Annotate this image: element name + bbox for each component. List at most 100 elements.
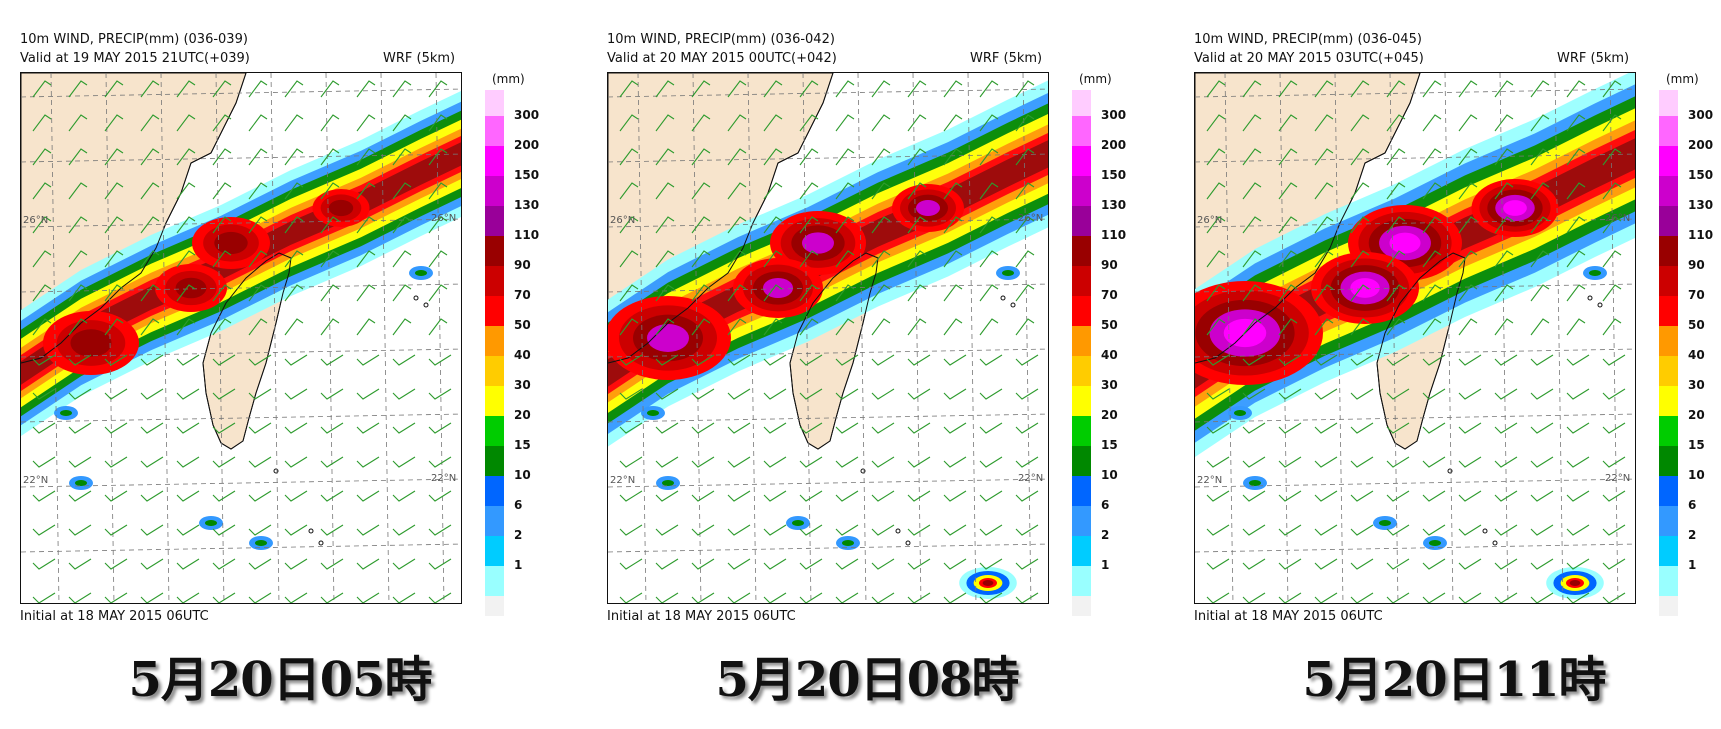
wind-barb (1530, 456, 1554, 468)
wind-barb (284, 456, 308, 468)
colorbar-label: 20 (514, 408, 531, 422)
grid-parallel (1195, 543, 1635, 553)
colorbar-swatch (1659, 536, 1678, 566)
wind-barb (284, 250, 304, 268)
precip-map-svg (21, 73, 461, 603)
wind-barb (1242, 182, 1262, 200)
wind-barb (1015, 558, 1039, 570)
colorbar-swatch (485, 356, 504, 386)
wind-barb (1494, 592, 1518, 603)
wind-barb (907, 558, 931, 570)
wind-barb (871, 284, 891, 302)
wind-barb (428, 422, 452, 434)
wind-barb (392, 80, 412, 98)
wind-barb (1494, 354, 1518, 366)
wind-barb (68, 558, 92, 570)
wind-barb (799, 592, 823, 603)
wind-barb (284, 388, 308, 400)
wind-barb (1602, 114, 1622, 132)
wind-barb (68, 490, 92, 502)
colorbar-swatch (1072, 356, 1091, 386)
colorbar-swatch (485, 506, 504, 536)
colorbar-label: 90 (1101, 258, 1118, 272)
wind-barb (835, 216, 855, 234)
wind-barb (655, 318, 675, 336)
precip-shower-core (1002, 270, 1014, 276)
precip-cell (916, 200, 940, 216)
wind-barb (1422, 148, 1442, 166)
wind-barb (32, 318, 52, 336)
wind-barb (907, 388, 931, 400)
wind-barb (1242, 114, 1262, 132)
wind-barb (691, 80, 711, 98)
grid-meridian (105, 73, 115, 603)
wind-barb (248, 354, 272, 366)
wind-barb (1386, 80, 1406, 98)
wind-barb (1458, 422, 1482, 434)
wind-barb (799, 318, 819, 336)
colorbar-label: 2 (1101, 528, 1110, 542)
wind-barb (1278, 558, 1302, 570)
wind-barb (763, 490, 787, 502)
precip-shower-core (662, 480, 674, 486)
colorbar-label: 150 (514, 168, 540, 182)
wind-barb (212, 318, 232, 336)
wind-barb (176, 388, 200, 400)
wind-barb (943, 456, 967, 468)
wind-barb (1242, 318, 1262, 336)
wind-barb (727, 558, 751, 570)
grid-parallel (21, 218, 461, 228)
wind-barb (1458, 456, 1482, 468)
wind-barb (1566, 354, 1590, 366)
wind-barb (1386, 284, 1406, 302)
wind-barb (1206, 148, 1226, 166)
wind-barb (68, 592, 92, 603)
wind-barb (1458, 558, 1482, 570)
wind-barb (943, 318, 963, 336)
wind-barb (1494, 490, 1518, 502)
wind-barb (943, 490, 967, 502)
wind-barb (356, 388, 380, 400)
wind-barb (691, 422, 715, 434)
wind-barb (619, 592, 643, 603)
wind-barb (871, 216, 891, 234)
wind-barb (68, 456, 92, 468)
wind-barb (1422, 284, 1442, 302)
wind-barb (1386, 148, 1406, 166)
wind-barb (1566, 318, 1586, 336)
wind-barb (943, 80, 963, 98)
wind-barb (104, 182, 124, 200)
wind-barb (212, 80, 232, 98)
colorbar-label: 50 (1688, 318, 1705, 332)
wind-barb (104, 456, 128, 468)
colorbar-label: 1 (514, 558, 523, 572)
china-coastline (608, 73, 834, 364)
wind-barb (979, 490, 1003, 502)
colorbar-label: 10 (1101, 468, 1118, 482)
lat-label-22n-right: 22°N (1018, 473, 1044, 484)
wind-barb (176, 354, 200, 366)
wind-barb (212, 148, 232, 166)
colorbar-swatch (1072, 386, 1091, 416)
wind-barb (1602, 148, 1622, 166)
lat-label-26n-right: 26°N (1605, 213, 1631, 224)
wind-barb (979, 422, 1003, 434)
wind-barb (799, 284, 819, 302)
wind-barb (655, 388, 679, 400)
wind-barb (1314, 490, 1338, 502)
wind-barb (1350, 354, 1374, 366)
wind-barb (799, 250, 819, 268)
wind-barb (835, 558, 859, 570)
grid-meridian (50, 73, 60, 603)
wind-barb (1602, 250, 1622, 268)
wind-barb (907, 148, 927, 166)
wind-barb (32, 250, 52, 268)
wind-barb (1314, 456, 1338, 468)
precip-map-svg (608, 73, 1048, 603)
colorbar-swatch (485, 476, 504, 506)
wind-barb (835, 524, 859, 536)
precip-cell (214, 231, 248, 255)
wind-barb (763, 148, 783, 166)
wind-barb (1242, 422, 1266, 434)
wind-barb (1494, 182, 1514, 200)
